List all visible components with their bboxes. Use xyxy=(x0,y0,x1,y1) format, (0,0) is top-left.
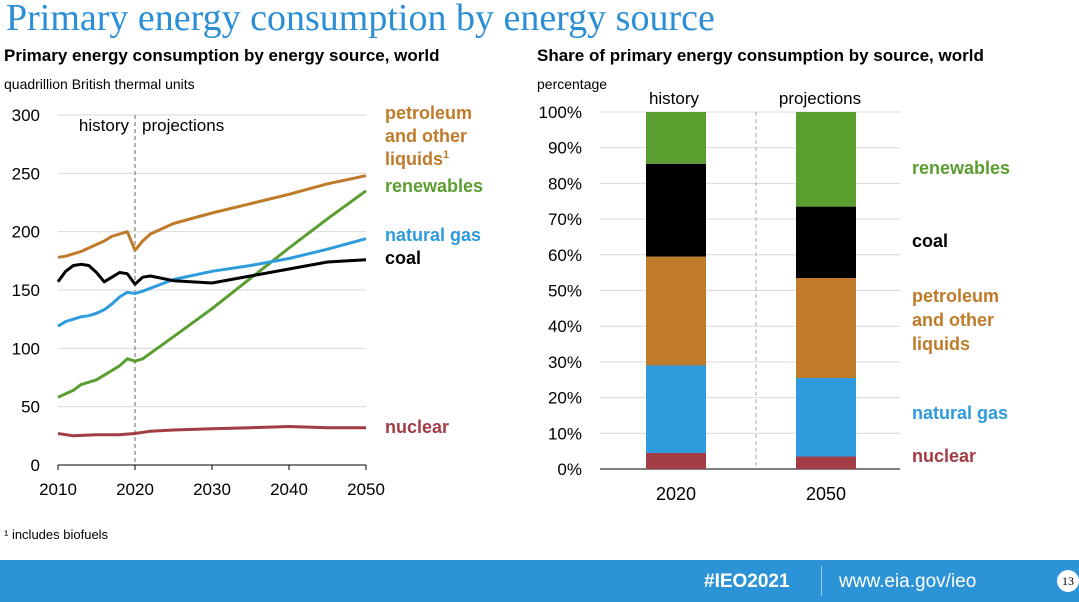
y-tick-label: 20% xyxy=(548,389,582,408)
bar-segment-coal-2050 xyxy=(796,206,856,279)
x-tick-label: 2020 xyxy=(116,480,154,499)
bar-chart-title: Share of primary energy consumption by s… xyxy=(537,46,984,65)
series-line-nuclear xyxy=(57,425,366,438)
slide-title: Primary energy consumption by energy sou… xyxy=(6,0,715,39)
footer-url-link[interactable]: www.eia.gov/ieo xyxy=(839,571,977,592)
bar-segment-petroleum-2020 xyxy=(646,256,706,366)
y-tick-label: 0 xyxy=(31,456,40,475)
projections-label: projections xyxy=(142,116,224,135)
footer-divider xyxy=(821,566,822,596)
y-tick-label: 60% xyxy=(548,246,582,265)
bar-segment-natural-gas-2050 xyxy=(796,377,856,457)
legend-label-petroleum: petroleum xyxy=(912,286,999,306)
legend-label-petroleum: liquids xyxy=(912,334,970,354)
y-tick-label: 80% xyxy=(548,174,582,193)
projections-label: projections xyxy=(779,89,861,108)
footnote: ¹ includes biofuels xyxy=(4,527,109,542)
line-chart-ylabel: quadrillion British thermal units xyxy=(4,76,195,92)
legend-label-petroleum: and other xyxy=(912,310,994,330)
bar-segment-petroleum-2050 xyxy=(796,278,856,378)
legend-label-coal: coal xyxy=(912,231,948,251)
bar-segment-renewables-2050 xyxy=(796,112,856,207)
series-label-petroleum: petroleum xyxy=(385,103,472,123)
legend-label-natural-gas: natural gas xyxy=(912,403,1008,423)
bar-segment-natural-gas-2020 xyxy=(646,365,706,453)
y-tick-label: 50% xyxy=(548,282,582,301)
y-tick-label: 30% xyxy=(548,353,582,372)
series-line-natural-gas xyxy=(57,237,367,328)
y-tick-label: 250 xyxy=(12,164,40,183)
bar-segment-nuclear-2050 xyxy=(796,456,856,469)
y-tick-label: 50 xyxy=(21,398,40,417)
footer-bar: #IEO2021 www.eia.gov/ieo 13 xyxy=(0,560,1079,602)
bar-segment-coal-2020 xyxy=(646,163,706,257)
y-tick-label: 100% xyxy=(539,103,582,122)
x-tick-label: 2050 xyxy=(806,484,846,504)
y-tick-label: 90% xyxy=(548,139,582,158)
y-tick-label: 150 xyxy=(12,281,40,300)
y-tick-label: 40% xyxy=(548,317,582,336)
series-label-petroleum: liquids1 xyxy=(385,149,449,169)
footnote-marker: 1 xyxy=(443,149,449,161)
x-tick-label: 2010 xyxy=(39,480,77,499)
series-label-natural-gas: natural gas xyxy=(385,225,481,245)
y-tick-label: 0% xyxy=(557,460,582,479)
page-number: 13 xyxy=(1057,570,1079,592)
series-line-coal xyxy=(56,258,367,286)
series-label-petroleum: and other xyxy=(385,126,467,146)
y-tick-label: 70% xyxy=(548,210,582,229)
x-tick-label: 2020 xyxy=(656,484,696,504)
series-label-renewables: renewables xyxy=(385,176,483,196)
x-tick-label: 2040 xyxy=(270,480,308,499)
series-line-petroleum xyxy=(57,174,367,259)
bar-segment-nuclear-2020 xyxy=(646,452,706,469)
y-tick-label: 300 xyxy=(12,106,40,125)
y-tick-label: 100 xyxy=(12,339,40,358)
y-tick-label: 10% xyxy=(548,424,582,443)
footer-hashtag[interactable]: #IEO2021 xyxy=(704,571,790,592)
x-tick-label: 2050 xyxy=(347,480,385,499)
series-label-nuclear: nuclear xyxy=(385,417,449,437)
line-chart: 0 50 100 150 200 250 300 2010 2020 2030 2040 2050 hi… xyxy=(12,103,483,499)
history-label: history xyxy=(649,89,700,108)
series-label-coal: coal xyxy=(385,248,421,268)
line-chart-title: Primary energy consumption by energy sou… xyxy=(4,46,440,65)
x-tick-label: 2030 xyxy=(193,480,231,499)
stacked-bar-chart: 0% 10% 20% 30% 40% 50% 60% 70% 80% 90% 100% history… xyxy=(539,89,1011,504)
legend-label-nuclear: nuclear xyxy=(912,446,976,466)
y-tick-label: 200 xyxy=(12,223,40,242)
bar-chart-ylabel: percentage xyxy=(537,76,608,92)
bar-segment-renewables-2020 xyxy=(646,112,706,164)
series-line-renewables xyxy=(57,189,367,399)
legend-label-renewables: renewables xyxy=(912,158,1010,178)
history-label: history xyxy=(79,116,130,135)
